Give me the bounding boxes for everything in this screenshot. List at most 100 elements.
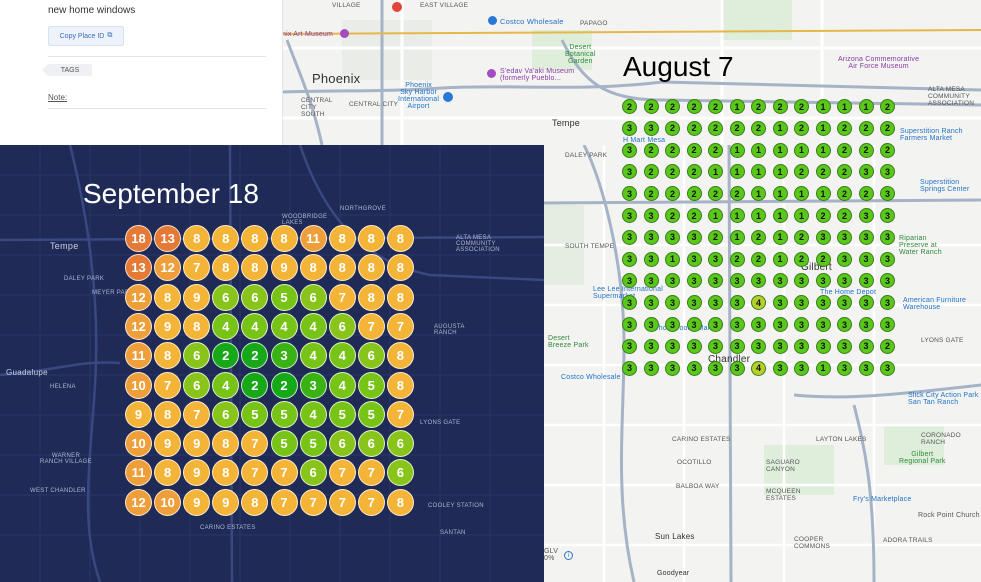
rank-pin-sep[interactable]: 7: [270, 488, 298, 516]
rank-pin-aug[interactable]: 2: [751, 99, 766, 114]
rank-pin-aug[interactable]: 3: [708, 338, 723, 354]
rank-pin-sep[interactable]: 4: [299, 312, 327, 340]
rank-pin-sep[interactable]: 8: [154, 459, 182, 487]
rank-pin-sep[interactable]: 5: [270, 430, 298, 458]
rank-pin-aug[interactable]: 3: [622, 186, 637, 202]
rank-pin-sep[interactable]: 8: [212, 459, 240, 487]
rank-pin-aug[interactable]: 2: [643, 142, 659, 158]
rank-pin-aug[interactable]: 3: [794, 360, 809, 376]
rank-pin-sep[interactable]: 2: [212, 342, 240, 370]
rank-pin-aug[interactable]: 1: [665, 251, 680, 267]
rank-pin-aug[interactable]: 3: [772, 338, 788, 354]
rank-pin-sep[interactable]: 4: [241, 312, 269, 340]
rank-pin-aug[interactable]: 2: [837, 142, 852, 158]
rank-pin-aug[interactable]: 1: [815, 99, 831, 114]
rank-pin-aug[interactable]: 3: [643, 229, 659, 245]
rank-pin-aug[interactable]: 3: [708, 273, 723, 289]
copy-place-id-button[interactable]: Copy Place ID ⧉: [48, 26, 124, 46]
rank-pin-aug[interactable]: 2: [708, 99, 723, 114]
rank-pin-aug[interactable]: 3: [643, 208, 659, 223]
rank-pin-sep[interactable]: 7: [357, 312, 385, 340]
rank-pin-sep[interactable]: 8: [183, 312, 211, 340]
rank-pin-aug[interactable]: 1: [772, 142, 788, 158]
rank-pin-aug[interactable]: 3: [880, 317, 895, 332]
rank-pin-aug[interactable]: 3: [708, 317, 723, 332]
rank-pin-aug[interactable]: 3: [729, 295, 745, 311]
rank-pin-sep[interactable]: 7: [328, 459, 356, 487]
rank-pin-aug[interactable]: 1: [772, 208, 788, 223]
rank-pin-aug[interactable]: 3: [729, 317, 745, 332]
rank-pin-aug[interactable]: 3: [622, 251, 637, 267]
rank-pin-aug[interactable]: 3: [729, 360, 745, 376]
rank-pin-sep[interactable]: 8: [328, 225, 356, 252]
rank-pin-aug[interactable]: 1: [772, 229, 788, 245]
rank-pin-aug[interactable]: 2: [794, 251, 809, 267]
rank-pin-sep[interactable]: 10: [154, 488, 182, 516]
rank-pin-aug[interactable]: 2: [708, 229, 723, 245]
rank-pin-sep[interactable]: 9: [183, 283, 211, 311]
rank-pin-sep[interactable]: 7: [241, 459, 269, 487]
rank-pin-aug[interactable]: 3: [858, 164, 874, 180]
rank-pin-aug[interactable]: 2: [837, 186, 852, 202]
rank-pin-aug[interactable]: 2: [815, 251, 831, 267]
rank-pin-sep[interactable]: 7: [183, 400, 211, 428]
rank-pin-aug[interactable]: 2: [794, 99, 809, 114]
rank-pin-aug[interactable]: 3: [858, 360, 874, 376]
rank-pin-sep[interactable]: 6: [183, 371, 211, 399]
rank-pin-sep[interactable]: 8: [212, 254, 240, 282]
rank-pin-aug[interactable]: 3: [815, 273, 831, 289]
rank-pin-aug[interactable]: 2: [772, 99, 788, 114]
rank-pin-sep[interactable]: 8: [241, 488, 269, 516]
rank-pin-aug[interactable]: 2: [686, 142, 702, 158]
rank-pin-sep[interactable]: 7: [270, 459, 298, 487]
rank-pin-aug[interactable]: 3: [686, 273, 702, 289]
rank-pin-aug[interactable]: 2: [794, 164, 809, 180]
rank-pin-aug[interactable]: 3: [858, 295, 874, 311]
rank-pin-sep[interactable]: 6: [212, 283, 240, 311]
rank-pin-aug[interactable]: 3: [622, 360, 637, 376]
rank-pin-aug[interactable]: 3: [643, 360, 659, 376]
rank-pin-aug[interactable]: 3: [772, 317, 788, 332]
rank-pin-sep[interactable]: 6: [357, 430, 385, 458]
rank-pin-aug[interactable]: 2: [794, 229, 809, 245]
rank-pin-aug[interactable]: 2: [880, 120, 895, 136]
rank-pin-aug[interactable]: 3: [622, 120, 637, 136]
rank-pin-aug[interactable]: 3: [622, 229, 637, 245]
rank-pin-aug[interactable]: 3: [729, 273, 745, 289]
rank-pin-aug[interactable]: 2: [643, 186, 659, 202]
rank-pin-aug[interactable]: 2: [686, 99, 702, 114]
rank-pin-sep[interactable]: 11: [125, 342, 152, 370]
rank-pin-sep[interactable]: 6: [357, 342, 385, 370]
rank-pin-sep[interactable]: 2: [270, 371, 298, 399]
rank-pin-sep[interactable]: 2: [241, 371, 269, 399]
rank-pin-aug[interactable]: 3: [665, 229, 680, 245]
rank-pin-aug[interactable]: 1: [794, 142, 809, 158]
rank-pin-sep[interactable]: 3: [270, 342, 298, 370]
rank-pin-sep[interactable]: 8: [328, 254, 356, 282]
rank-pin-aug[interactable]: 2: [665, 99, 680, 114]
rank-pin-aug[interactable]: 3: [622, 273, 637, 289]
rank-pin-aug[interactable]: 1: [815, 186, 831, 202]
rank-pin-sep[interactable]: 7: [357, 488, 385, 516]
rank-pin-sep[interactable]: 11: [299, 225, 327, 252]
rank-pin-aug[interactable]: 2: [837, 120, 852, 136]
rank-pin-aug[interactable]: 2: [622, 99, 637, 114]
rank-pin-aug[interactable]: 3: [858, 273, 874, 289]
rank-pin-aug[interactable]: 1: [772, 186, 788, 202]
rank-pin-aug[interactable]: 3: [815, 295, 831, 311]
rank-pin-sep[interactable]: 5: [270, 283, 298, 311]
rank-pin-sep[interactable]: 8: [386, 371, 414, 399]
rank-pin-sep[interactable]: 8: [299, 254, 327, 282]
rank-pin-aug[interactable]: 2: [643, 99, 659, 114]
map-top[interactable]: [282, 0, 981, 145]
rank-pin-aug[interactable]: 3: [665, 317, 680, 332]
rank-pin-aug[interactable]: 1: [729, 142, 745, 158]
rank-pin-sep[interactable]: 8: [241, 254, 269, 282]
rank-pin-aug[interactable]: 2: [665, 120, 680, 136]
rank-pin-sep[interactable]: 4: [270, 312, 298, 340]
rank-pin-sep[interactable]: 6: [299, 283, 327, 311]
rank-pin-aug[interactable]: 2: [643, 164, 659, 180]
rank-pin-sep[interactable]: 6: [328, 312, 356, 340]
rank-pin-aug[interactable]: 3: [686, 317, 702, 332]
rank-pin-aug[interactable]: 3: [751, 317, 766, 332]
